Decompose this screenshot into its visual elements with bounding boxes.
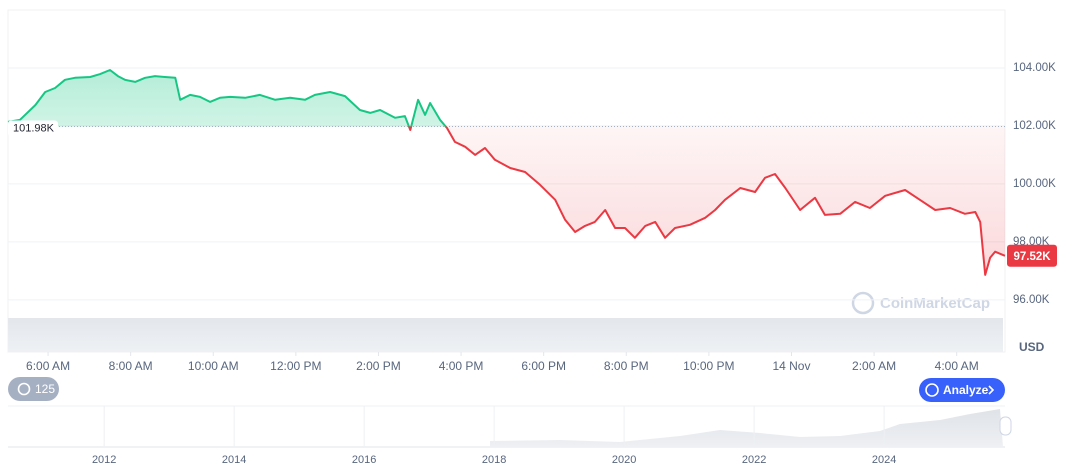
price-area [8,70,1005,275]
x-tick-label: 6:00 AM [26,359,70,373]
history-label: 125 [35,382,55,396]
y-tick-label: 96.00K [1013,294,1050,306]
navigator-handle[interactable] [999,416,1012,436]
last-price-box [1007,244,1057,267]
x-tick-label: 10:00 PM [683,359,734,373]
x-tick-label: 14 Nov [772,359,810,373]
y-unit: USD [1019,340,1045,354]
y-tick-label: 100.00K [1013,178,1056,190]
x-tick-label: 8:00 AM [109,359,153,373]
x-tick-label: 10:00 AM [188,359,239,373]
navigator-tick-label: 2022 [742,454,766,466]
x-tick-label: 6:00 PM [521,359,566,373]
baseline-label: 101.98K [13,122,55,134]
x-tick-label: 2:00 PM [356,359,401,373]
navigator-tick-label: 2020 [612,454,636,466]
y-tick-label: 104.00K [1013,62,1056,74]
volume-band [8,318,1003,352]
x-tick-label: 4:00 AM [935,359,979,373]
navigator-tick-label: 2018 [482,454,506,466]
analyze-button[interactable]: Analyze [919,378,1005,402]
x-tick-label: 2:00 AM [852,359,896,373]
x-tick-label: 4:00 PM [439,359,484,373]
navigator-overview [490,409,1003,447]
navigator [8,405,1012,448]
baseline-tag-box [8,120,58,137]
y-tick-label: 102.00K [1013,120,1056,132]
navigator-tick-label: 2014 [222,454,246,466]
analyze-label: Analyze [943,383,989,397]
baseline-tag: 101.98K [8,120,58,137]
x-tick-label: 8:00 PM [604,359,649,373]
watermark-text: CoinMarketCap [880,295,990,312]
navigator-tick-label: 2016 [352,454,376,466]
x-tick-label: 12:00 PM [270,359,321,373]
navigator-tick-label: 2024 [872,454,896,466]
watermark: CoinMarketCap [851,291,990,315]
last-price-tag: 97.52K [1007,244,1057,267]
navigator-tick-label: 2012 [92,454,116,466]
last-price-label: 97.52K [1013,251,1051,263]
price-line [7,69,1006,276]
history-button[interactable]: 125 [8,377,59,401]
